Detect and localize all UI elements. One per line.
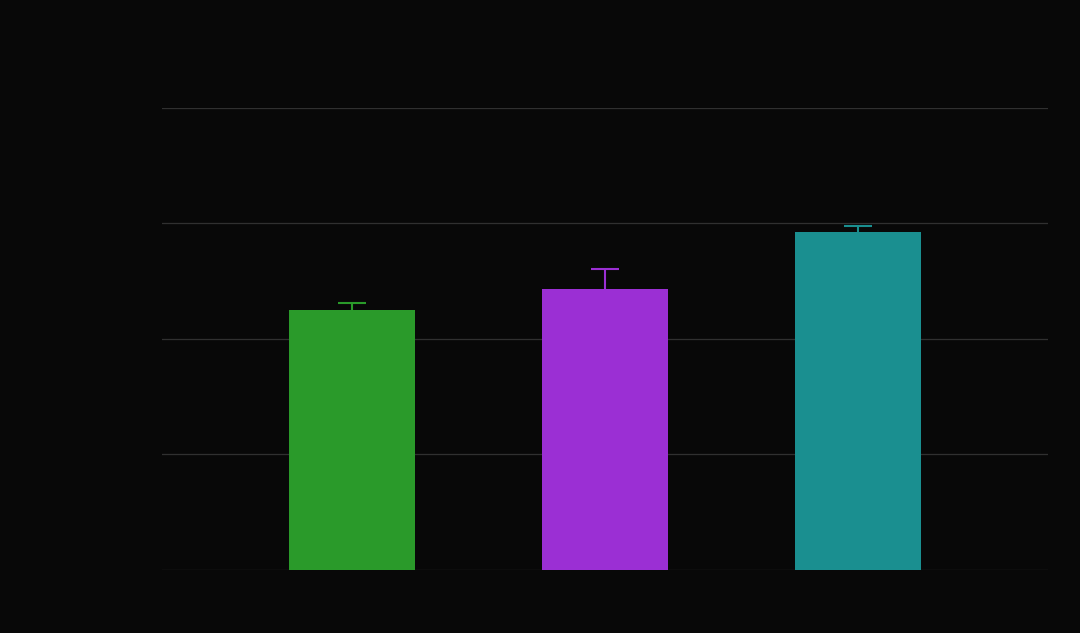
Bar [541, 289, 669, 570]
Bar [795, 232, 921, 570]
Bar [288, 310, 415, 570]
